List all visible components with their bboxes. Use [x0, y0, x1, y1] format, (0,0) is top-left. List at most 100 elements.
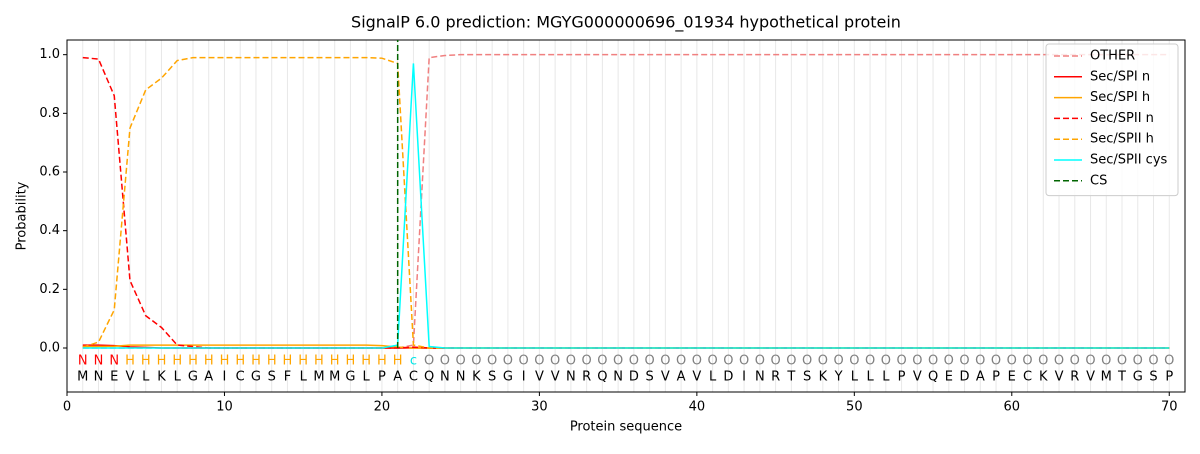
residue: L	[882, 370, 890, 385]
region-label: O	[613, 354, 623, 369]
residue: E	[945, 370, 953, 385]
residue: P	[378, 370, 386, 385]
residue: I	[522, 370, 526, 385]
residue: K	[819, 370, 828, 385]
region-label: O	[959, 354, 969, 369]
region-label: O	[707, 354, 717, 369]
region-label: O	[645, 354, 655, 369]
residue: T	[1117, 370, 1126, 385]
residue: Q	[928, 370, 938, 385]
region-label: H	[314, 354, 324, 369]
residue: F	[284, 370, 291, 385]
series-line	[82, 63, 1170, 349]
residue: S	[645, 370, 653, 385]
residue: A	[976, 370, 985, 385]
region-label: O	[629, 354, 639, 369]
residue: A	[393, 370, 402, 385]
residue: V	[535, 370, 544, 385]
region-label: H	[377, 354, 387, 369]
plot-frame	[66, 39, 1186, 393]
y-tick-label: 0.6	[39, 165, 60, 180]
region-label: O	[487, 354, 497, 369]
residue: V	[551, 370, 560, 385]
legend-label: Sec/SPII n	[1090, 111, 1154, 126]
residue: E	[1008, 370, 1016, 385]
region-label: O	[692, 354, 702, 369]
region-label: O	[881, 354, 891, 369]
region-label: O	[424, 354, 434, 369]
region-label: H	[235, 354, 245, 369]
residue: S	[1149, 370, 1157, 385]
residue: G	[503, 370, 513, 385]
region-label: H	[172, 354, 182, 369]
region-label: O	[660, 354, 670, 369]
residue: D	[629, 370, 639, 385]
residue: A	[204, 370, 213, 385]
region-label: O	[534, 354, 544, 369]
region-label: O	[1085, 354, 1095, 369]
residue: Y	[834, 370, 843, 385]
region-label: O	[1148, 354, 1158, 369]
residue: P	[1165, 370, 1173, 385]
x-tick-label: 60	[1004, 400, 1021, 415]
residue: S	[268, 370, 276, 385]
legend-label: CS	[1090, 173, 1107, 188]
residue: N	[440, 370, 450, 385]
region-label: O	[1054, 354, 1064, 369]
x-tick-label: 40	[689, 400, 706, 415]
x-tick-label: 30	[531, 400, 548, 415]
region-label: O	[471, 354, 481, 369]
region-label: H	[298, 354, 308, 369]
region-label: O	[550, 354, 560, 369]
region-label: O	[1164, 354, 1174, 369]
residue: K	[472, 370, 481, 385]
residue: R	[1070, 370, 1079, 385]
residue: L	[174, 370, 182, 385]
legend-label: Sec/SPII cys	[1090, 153, 1168, 168]
residue: R	[582, 370, 591, 385]
region-label: O	[833, 354, 843, 369]
region-label: N	[109, 354, 119, 369]
region-label: O	[770, 354, 780, 369]
residue: M	[313, 370, 324, 385]
region-label: H	[157, 354, 167, 369]
region-label: O	[519, 354, 529, 369]
region-label: O	[1101, 354, 1111, 369]
region-label: H	[204, 354, 214, 369]
region-label: H	[125, 354, 135, 369]
residue: K	[1039, 370, 1048, 385]
residue: L	[851, 370, 859, 385]
region-label: H	[188, 354, 198, 369]
residue: V	[692, 370, 701, 385]
residue: K	[157, 370, 166, 385]
residue: N	[566, 370, 576, 385]
region-label: O	[440, 354, 450, 369]
residue: G	[251, 370, 261, 385]
residue: N	[755, 370, 765, 385]
region-label: O	[597, 354, 607, 369]
region-label: H	[251, 354, 261, 369]
region-label: O	[928, 354, 938, 369]
region-label: O	[1007, 354, 1017, 369]
residue: M	[1101, 370, 1112, 385]
region-label: O	[1038, 354, 1048, 369]
residue: L	[142, 370, 150, 385]
region-label: O	[944, 354, 954, 369]
residue: V	[126, 370, 135, 385]
y-axis-label: Probability	[15, 181, 30, 250]
residue: Q	[424, 370, 434, 385]
x-tick-label: 10	[216, 400, 233, 415]
region-label: H	[330, 354, 340, 369]
region-label: H	[393, 354, 403, 369]
residue: T	[786, 370, 795, 385]
residue: E	[110, 370, 118, 385]
residue: G	[188, 370, 198, 385]
residue: L	[363, 370, 371, 385]
region-label: O	[912, 354, 922, 369]
residue: A	[677, 370, 686, 385]
residue: I	[223, 370, 227, 385]
residue: G	[1133, 370, 1143, 385]
region-label: O	[975, 354, 985, 369]
